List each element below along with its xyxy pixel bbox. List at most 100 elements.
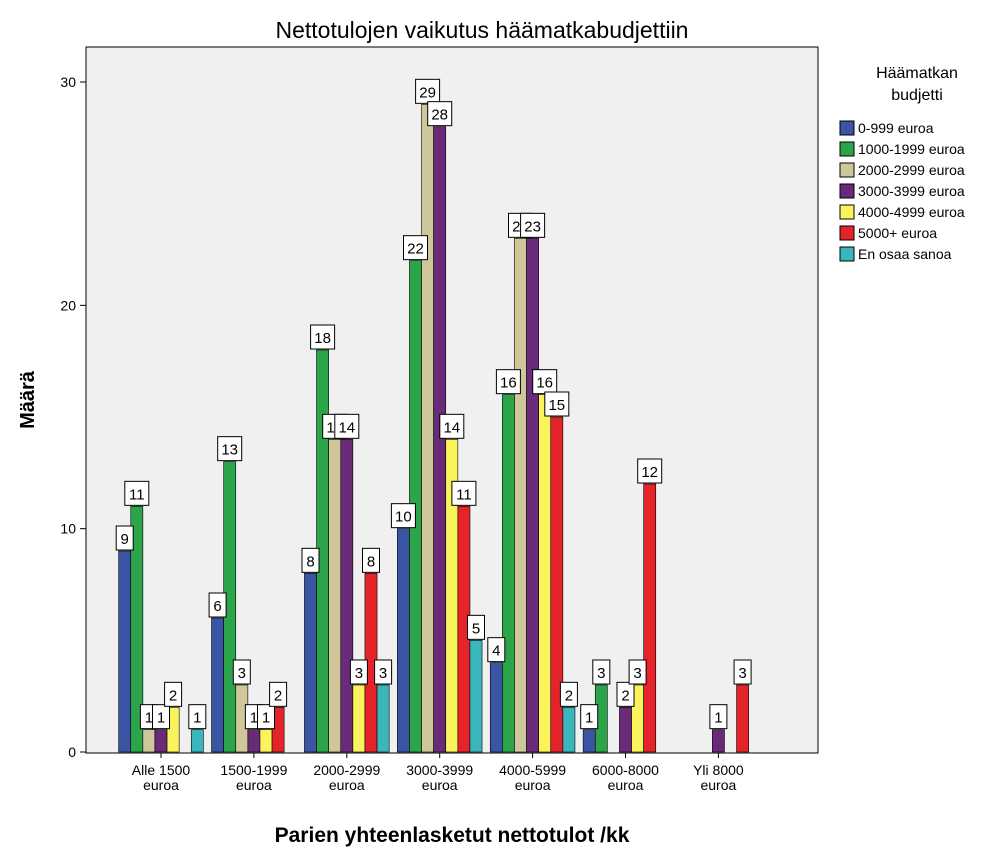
y-tick-label: 30 <box>60 74 76 90</box>
data-label-box <box>217 436 243 462</box>
data-label: 3 <box>733 659 752 685</box>
data-label-box <box>451 480 477 506</box>
legend-swatch <box>839 246 855 262</box>
data-label-text: 28 <box>431 107 448 124</box>
data-label-box <box>301 547 320 573</box>
data-label: 29 <box>415 78 441 104</box>
bar <box>619 707 632 753</box>
data-label-box <box>310 324 336 350</box>
data-label-box <box>115 525 134 551</box>
bar <box>211 617 224 753</box>
bar <box>397 528 410 753</box>
data-label: 18 <box>310 324 336 350</box>
data-label: 16 <box>495 369 521 395</box>
data-label-box <box>495 369 521 395</box>
data-label: 3 <box>374 659 393 685</box>
legend-label: 2000-2999 euroa <box>858 162 965 178</box>
x-tick-label: 2000-2999 <box>313 762 380 778</box>
data-label-box <box>487 637 506 663</box>
legend: Häämatkan budjetti 0-999 euroa 1000-1999 eu… <box>839 65 965 262</box>
legend-title: budjetti <box>891 87 943 104</box>
x-tick-label: 6000-8000 <box>592 762 659 778</box>
data-label-box <box>520 212 546 238</box>
legend-swatch <box>839 183 855 199</box>
data-label-box <box>269 681 288 707</box>
bar <box>118 550 132 753</box>
data-label-box <box>628 659 647 685</box>
data-label-text: 4 <box>492 643 500 660</box>
legend-label: 4000-4999 euroa <box>858 204 965 220</box>
data-label-text: 29 <box>419 84 436 101</box>
x-tick-label: 3000-3999 <box>406 762 473 778</box>
data-label-box <box>208 592 227 618</box>
bar <box>352 684 366 753</box>
data-label: 22 <box>403 235 428 261</box>
bar <box>514 238 527 753</box>
data-label: 4 <box>487 637 506 663</box>
x-tick-label: euroa <box>608 777 644 793</box>
data-label: 2 <box>269 681 288 707</box>
data-label: 9 <box>115 525 134 551</box>
data-label-text: 23 <box>524 218 541 235</box>
legend-label: 3000-3999 euroa <box>858 183 965 199</box>
bar <box>526 238 539 753</box>
data-label-text: 22 <box>407 241 424 258</box>
data-label: 6 <box>208 592 227 618</box>
x-tick-label: 4000-5999 <box>499 762 566 778</box>
data-label-box <box>362 547 380 573</box>
data-label-text: 8 <box>367 553 375 570</box>
data-label-box <box>467 614 485 640</box>
bar <box>259 729 273 753</box>
data-label-text: 9 <box>121 531 129 548</box>
bar <box>154 729 168 753</box>
y-tick-label: 20 <box>60 297 76 313</box>
bar <box>469 640 483 753</box>
bar <box>736 684 749 753</box>
data-label-text: 3 <box>597 665 605 682</box>
legend-swatch <box>839 120 855 136</box>
data-label: 11 <box>124 480 150 506</box>
data-label-text: 16 <box>500 375 517 392</box>
data-label-box <box>403 235 428 261</box>
y-tick-label: 10 <box>60 521 76 537</box>
data-label-text: 3 <box>355 665 363 682</box>
data-label-box <box>616 681 635 707</box>
bar <box>582 729 596 753</box>
bar <box>247 729 261 753</box>
data-label-box <box>439 413 465 439</box>
data-labels-layer: 9111121613311281814143831022292814115416… <box>115 78 752 730</box>
x-tick-label: euroa <box>143 777 179 793</box>
data-label-text: 12 <box>641 464 658 481</box>
bar <box>340 439 354 753</box>
data-label-text: 1 <box>262 710 270 727</box>
data-label: 3 <box>232 659 251 685</box>
x-tick-label: Alle 1500 <box>132 762 191 778</box>
bar <box>562 707 576 753</box>
data-label-box <box>580 704 599 730</box>
bar <box>550 416 564 753</box>
data-label-text: 3 <box>238 665 246 682</box>
x-tick-label: 1500-1999 <box>220 762 287 778</box>
data-label-text: 14 <box>338 419 355 436</box>
data-label-box <box>733 659 752 685</box>
data-label: 1 <box>709 704 728 730</box>
data-label-box <box>232 659 251 685</box>
data-label-box <box>374 659 393 685</box>
data-label: 16 <box>532 369 558 395</box>
data-label-text: 1 <box>250 710 258 727</box>
data-label: 12 <box>637 458 663 484</box>
data-label-box <box>188 704 207 730</box>
legend-label: 1000-1999 euroa <box>858 141 965 157</box>
x-tick-label: euroa <box>422 777 458 793</box>
legend-title: Häämatkan <box>876 65 958 82</box>
bar <box>142 729 156 753</box>
bar <box>130 506 144 753</box>
legend-label: 0-999 euroa <box>858 120 934 136</box>
data-label-text: 18 <box>314 330 331 347</box>
chart-title: Nettotulojen vaikutus häämatkabudjettiin <box>276 17 689 43</box>
data-label-text: 5 <box>472 620 480 637</box>
data-label: 14 <box>439 413 465 439</box>
data-label: 8 <box>362 547 380 573</box>
data-label-box <box>124 480 150 506</box>
